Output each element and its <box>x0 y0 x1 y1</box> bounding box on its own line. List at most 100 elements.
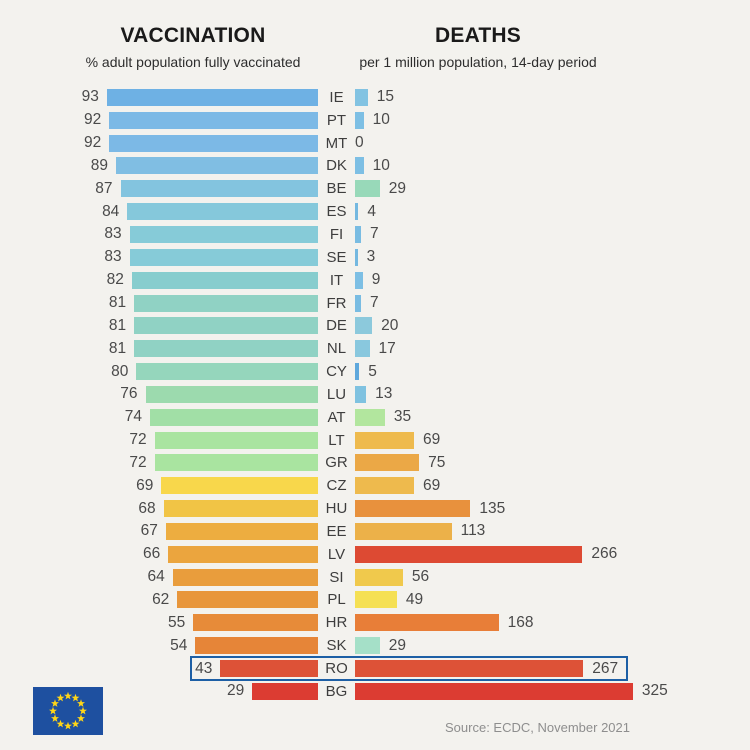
deaths-cell: 135 <box>355 500 750 518</box>
vaccination-value: 76 <box>120 385 138 403</box>
vaccination-bar <box>127 203 318 221</box>
deaths-value: 15 <box>376 88 395 106</box>
table-row: 29 BG 325 <box>0 680 750 703</box>
vaccination-value: 83 <box>104 225 122 243</box>
deaths-bar <box>355 363 360 381</box>
vaccination-bar <box>177 591 318 609</box>
country-code: HR <box>325 614 348 632</box>
vaccination-value: 92 <box>83 134 102 152</box>
deaths-cell: 56 <box>355 568 750 586</box>
table-row: 81 NL 17 <box>0 337 750 360</box>
deaths-bar <box>355 568 403 586</box>
vaccination-value: 83 <box>104 248 122 266</box>
table-row: 66 LV 266 <box>0 543 750 566</box>
vaccination-cell: 64 <box>0 568 318 586</box>
deaths-bar <box>355 157 364 175</box>
country-code: PT <box>326 111 347 129</box>
deaths-value: 7 <box>370 225 379 243</box>
vaccination-cell: 92 <box>0 111 318 129</box>
deaths-cell: 4 <box>355 203 750 221</box>
table-row: 67 EE 113 <box>0 520 750 543</box>
source-caption: Source: ECDC, November 2021 <box>445 720 630 735</box>
vaccination-value: 74 <box>124 408 142 426</box>
deaths-bar <box>355 340 370 358</box>
table-row: 55 HR 168 <box>0 611 750 634</box>
deaths-cell: 69 <box>355 431 750 449</box>
table-row: 68 HU 135 <box>0 497 750 520</box>
country-code: MT <box>325 134 348 152</box>
table-row: 92 PT 10 <box>0 109 750 132</box>
table-row: 92 MT 0 <box>0 132 750 155</box>
vaccination-cell: 55 <box>0 614 318 632</box>
vaccination-value: 29 <box>226 682 245 700</box>
deaths-value: 75 <box>428 453 446 471</box>
country-code: BE <box>326 180 347 198</box>
vaccination-bar <box>145 385 318 403</box>
chart-rows: 93 IE 15 92 PT 10 92 <box>0 86 750 703</box>
vaccination-bar <box>195 637 318 655</box>
deaths-cell: 3 <box>355 248 750 266</box>
vaccination-value: 66 <box>142 545 161 563</box>
table-row: 83 FI 7 <box>0 223 750 246</box>
deaths-bar <box>355 203 359 221</box>
deaths-value: 9 <box>371 271 381 289</box>
deaths-value: 29 <box>388 179 407 197</box>
deaths-cell: 325 <box>355 682 750 700</box>
deaths-bar <box>355 111 364 129</box>
vaccination-value: 72 <box>129 431 147 449</box>
deaths-value: 20 <box>381 316 399 334</box>
vaccination-value: 82 <box>106 271 124 289</box>
vaccination-cell: 81 <box>0 340 318 358</box>
deaths-bar <box>355 225 361 243</box>
deaths-cell: 49 <box>355 591 750 609</box>
deaths-bar <box>355 385 367 403</box>
country-code: NL <box>326 340 347 358</box>
deaths-value: 29 <box>388 636 407 654</box>
deaths-cell: 13 <box>355 385 750 403</box>
deaths-value: 135 <box>479 499 506 517</box>
deaths-bar <box>355 294 361 312</box>
vaccination-value: 55 <box>167 613 186 631</box>
vaccination-bar <box>129 248 318 266</box>
vaccination-value: 54 <box>170 636 188 654</box>
deaths-value: 69 <box>423 476 441 494</box>
vaccination-cell: 87 <box>0 180 318 198</box>
deaths-bar <box>355 500 471 518</box>
vaccination-cell: 74 <box>0 408 318 426</box>
country-code: AT <box>327 408 346 426</box>
table-row: 72 LT 69 <box>0 429 750 452</box>
deaths-value: 13 <box>375 385 393 403</box>
vaccination-value: 81 <box>108 316 127 334</box>
table-row: 81 DE 20 <box>0 314 750 337</box>
vaccination-bar <box>150 408 318 426</box>
deaths-value: 4 <box>367 202 377 220</box>
deaths-cell: 15 <box>355 88 750 106</box>
deaths-cell: 29 <box>355 180 750 198</box>
country-code: FR <box>326 294 347 312</box>
vaccination-cell: 72 <box>0 454 318 472</box>
deaths-bar <box>355 637 380 655</box>
vaccination-cell: 81 <box>0 317 318 335</box>
vaccination-value: 81 <box>108 339 127 357</box>
vaccination-cell: 54 <box>0 637 318 655</box>
vaccination-value: 80 <box>111 362 129 380</box>
deaths-value: 325 <box>641 682 668 700</box>
deaths-value: 35 <box>393 408 412 426</box>
vaccination-bar <box>131 271 318 289</box>
vaccination-bar <box>136 363 318 381</box>
deaths-bar <box>355 248 358 266</box>
table-row: 87 BE 29 <box>0 177 750 200</box>
table-row: 89 DK 10 <box>0 155 750 178</box>
deaths-value: 168 <box>507 613 534 631</box>
table-row: 72 GR 75 <box>0 452 750 475</box>
table-row: 82 IT 9 <box>0 269 750 292</box>
vaccination-bar <box>161 477 318 495</box>
country-code: CZ <box>326 477 347 495</box>
vaccination-cell: 83 <box>0 248 318 266</box>
vaccination-bar <box>165 522 318 540</box>
table-row: 43 RO 267 <box>0 656 750 681</box>
vaccination-cell: 68 <box>0 500 318 518</box>
deaths-cell: 0 <box>355 134 750 152</box>
deaths-header: DEATHS per 1 million population, 14-day … <box>359 24 596 70</box>
deaths-cell: 29 <box>355 637 750 655</box>
